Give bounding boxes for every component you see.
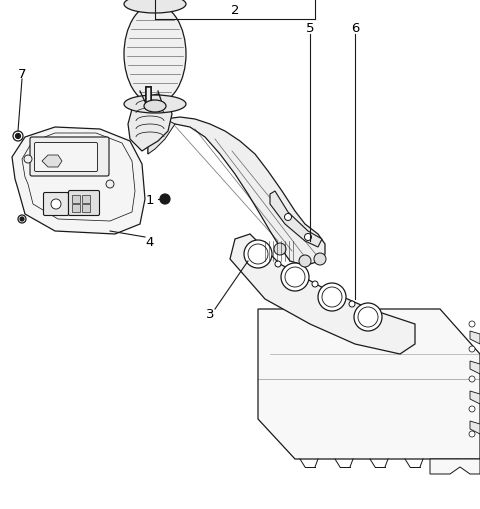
- Polygon shape: [470, 391, 480, 404]
- Circle shape: [248, 244, 268, 265]
- Polygon shape: [470, 421, 480, 434]
- FancyBboxPatch shape: [30, 138, 109, 177]
- Text: 3: 3: [206, 308, 214, 321]
- Polygon shape: [258, 309, 480, 459]
- Circle shape: [299, 256, 311, 267]
- Text: 2: 2: [231, 4, 239, 16]
- Circle shape: [160, 194, 170, 205]
- Circle shape: [15, 134, 21, 139]
- Circle shape: [106, 181, 114, 189]
- Circle shape: [18, 216, 26, 223]
- Circle shape: [349, 301, 355, 307]
- Polygon shape: [470, 331, 480, 344]
- Polygon shape: [12, 128, 145, 235]
- Text: 1: 1: [146, 193, 154, 206]
- Polygon shape: [230, 235, 415, 354]
- Circle shape: [281, 264, 309, 292]
- Circle shape: [20, 217, 24, 221]
- Text: 5: 5: [306, 21, 314, 35]
- Ellipse shape: [124, 96, 186, 114]
- Circle shape: [469, 346, 475, 352]
- Ellipse shape: [124, 5, 186, 105]
- Circle shape: [354, 303, 382, 331]
- FancyBboxPatch shape: [82, 195, 89, 203]
- Polygon shape: [430, 459, 480, 474]
- Circle shape: [318, 284, 346, 312]
- FancyBboxPatch shape: [72, 204, 80, 212]
- Circle shape: [285, 267, 305, 288]
- FancyBboxPatch shape: [44, 193, 69, 216]
- Circle shape: [275, 262, 281, 267]
- Circle shape: [244, 241, 272, 268]
- Circle shape: [24, 156, 32, 164]
- Polygon shape: [148, 118, 325, 265]
- Circle shape: [285, 214, 291, 221]
- Polygon shape: [470, 361, 480, 374]
- Circle shape: [304, 234, 312, 241]
- Circle shape: [274, 243, 286, 256]
- Circle shape: [469, 431, 475, 437]
- Text: 6: 6: [351, 21, 359, 35]
- Circle shape: [469, 376, 475, 382]
- Circle shape: [469, 321, 475, 327]
- FancyBboxPatch shape: [82, 204, 89, 212]
- FancyBboxPatch shape: [69, 191, 99, 216]
- Polygon shape: [128, 95, 172, 152]
- FancyBboxPatch shape: [72, 195, 80, 203]
- Polygon shape: [270, 191, 322, 247]
- Circle shape: [358, 307, 378, 327]
- Circle shape: [51, 200, 61, 210]
- Polygon shape: [22, 134, 135, 221]
- Circle shape: [322, 288, 342, 307]
- Circle shape: [469, 406, 475, 412]
- Circle shape: [312, 281, 318, 288]
- Circle shape: [314, 253, 326, 266]
- Polygon shape: [148, 120, 175, 155]
- Ellipse shape: [124, 0, 186, 14]
- FancyBboxPatch shape: [35, 143, 97, 172]
- Polygon shape: [42, 156, 62, 167]
- Text: 7: 7: [18, 67, 26, 80]
- Circle shape: [13, 132, 23, 142]
- Ellipse shape: [144, 101, 166, 113]
- Text: 4: 4: [146, 235, 154, 248]
